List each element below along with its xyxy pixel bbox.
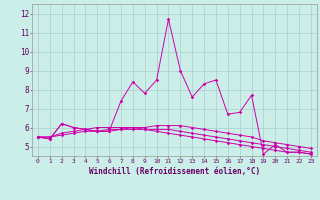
X-axis label: Windchill (Refroidissement éolien,°C): Windchill (Refroidissement éolien,°C): [89, 167, 260, 176]
